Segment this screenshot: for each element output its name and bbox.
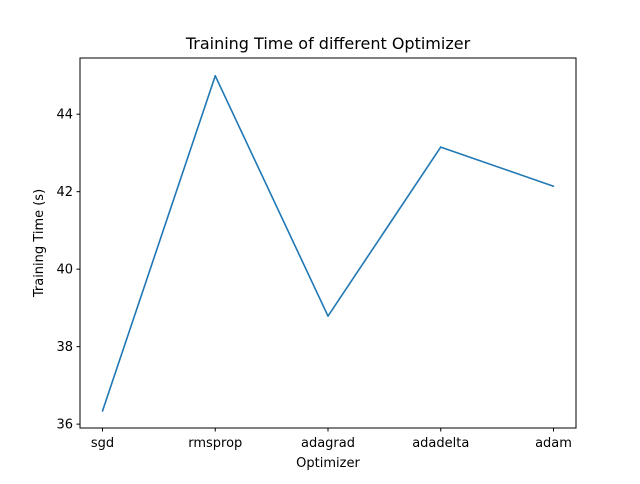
y-axis-ticks: 36 38 40 42 44: [56, 108, 80, 433]
x-tick-label: adagrad: [301, 436, 355, 451]
series-layer: [101, 75, 555, 412]
y-tick-label: 38: [56, 340, 73, 355]
data-point: [327, 315, 329, 317]
x-tick-label: adam: [535, 436, 572, 451]
chart-title: Training Time of different Optimizer: [185, 34, 471, 53]
y-tick-label: 42: [56, 185, 73, 200]
data-point: [214, 75, 217, 77]
x-axis-ticks: sgd rmsprop adagrad adadelta adam: [91, 428, 572, 451]
x-tick-label: adadelta: [412, 436, 469, 451]
x-tick-label: sgd: [91, 436, 114, 451]
y-tick-label: 40: [56, 263, 73, 278]
x-tick-label: rmsprop: [188, 436, 242, 451]
y-tick-label: 36: [56, 418, 73, 433]
y-axis-label: Training Time (s): [32, 189, 47, 298]
data-point: [101, 410, 104, 412]
y-tick-label: 44: [56, 108, 73, 123]
plot-area-frame: [79, 57, 577, 429]
x-axis-label: Optimizer: [296, 456, 360, 471]
data-point: [439, 146, 442, 148]
data-point: [552, 185, 555, 188]
